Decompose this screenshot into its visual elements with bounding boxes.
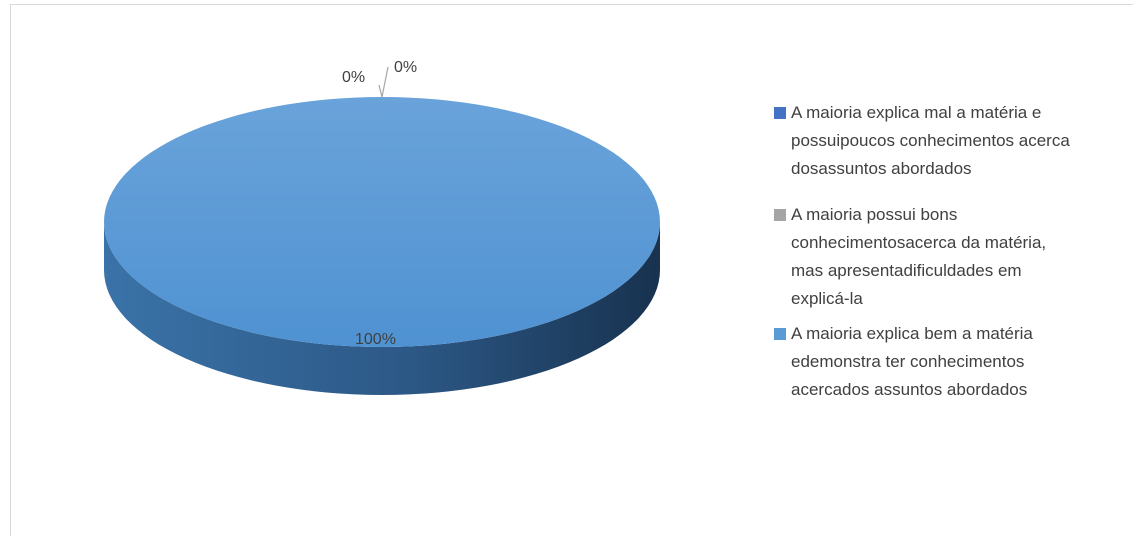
legend-swatch	[774, 209, 786, 221]
legend-item-1: A maioria explica mal a matéria e possuip…	[774, 99, 1134, 183]
legend-label-line: conhecimentosacerca da matéria,	[791, 233, 1047, 252]
legend-label: A maioria explica bem a matéria edemonstr…	[791, 320, 1134, 404]
label-leader-line	[378, 66, 389, 98]
pie-slice-3	[104, 97, 660, 347]
legend-item-3: A maioria explica bem a matéria edemonstr…	[774, 320, 1134, 404]
legend-label: A maioria explica mal a matéria e possuip…	[791, 99, 1134, 183]
legend-label-line: possuipoucos conhecimentos acerca	[791, 131, 1070, 150]
legend-label-line: explicá-la	[791, 289, 863, 308]
legend-label-line: mas apresentadificuldades em	[791, 261, 1022, 280]
data-label-3: 100%	[355, 331, 396, 348]
legend-swatch	[774, 107, 786, 119]
pie-slice-side	[104, 222, 660, 395]
legend-label-line: A maioria explica bem a matéria	[791, 324, 1033, 343]
legend: A maioria explica mal a matéria e possuip…	[774, 99, 1134, 404]
chart-area: 0% 0% 100% A maioria explica mal a matéria…	[10, 4, 1133, 536]
legend-label-line: dosassuntos abordados	[791, 159, 972, 178]
legend-label-line: A maioria explica mal a matéria e	[791, 103, 1042, 122]
legend-label-line: edemonstra ter conhecimentos	[791, 352, 1025, 371]
legend-label-line: A maioria possui bons	[791, 205, 958, 224]
legend-swatch	[774, 328, 786, 340]
legend-label-line: acercados assuntos abordados	[791, 380, 1028, 399]
pie-chart: 0% 0% 100%	[104, 59, 660, 395]
data-label-1: 0%	[342, 69, 365, 86]
data-label-2: 0%	[394, 59, 417, 76]
legend-item-2: A maioria possui bons conhecimentosacerca…	[774, 201, 1134, 313]
legend-label: A maioria possui bons conhecimentosacerca…	[791, 201, 1134, 313]
